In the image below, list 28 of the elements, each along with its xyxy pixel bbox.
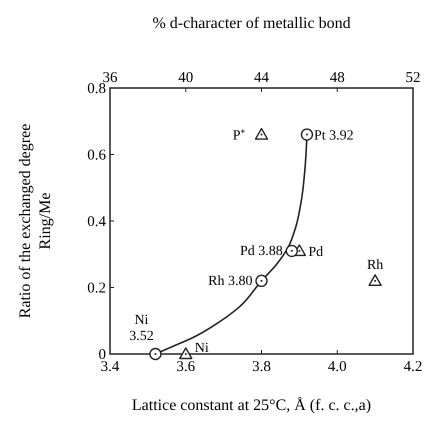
x-tick-label: 3.4 bbox=[100, 359, 120, 375]
x2-tick-label: 44 bbox=[254, 70, 270, 86]
point bbox=[255, 274, 268, 288]
point bbox=[286, 244, 298, 258]
y-tick-label: 0.4 bbox=[87, 214, 106, 230]
x-axis-title: Lattice constant at 25°C, Å (f. c. c.,a) bbox=[132, 396, 372, 414]
y-tick-label: 0.8 bbox=[87, 81, 106, 97]
x-tick-label: 3.8 bbox=[252, 359, 271, 375]
x2-tick-label: 48 bbox=[330, 70, 345, 86]
annotation: P⁺ bbox=[232, 128, 246, 144]
y-axis-title: Ratio of the exchanged degree Ring/Me bbox=[17, 124, 54, 318]
x-tick-label: 4.0 bbox=[328, 359, 347, 375]
y-tick-label: 0.6 bbox=[87, 148, 106, 164]
annotation: Pt 3.92 bbox=[314, 128, 354, 144]
annotation: Rh bbox=[366, 258, 384, 273]
point bbox=[300, 128, 314, 141]
x2-axis-title: % d-character of metallic bond bbox=[152, 15, 351, 32]
annotation: Ni 3.52 bbox=[129, 313, 154, 344]
x2-tick-label: 40 bbox=[178, 70, 194, 86]
point bbox=[149, 348, 162, 360]
y-tick-label: 0.2 bbox=[87, 280, 106, 296]
annotation: Pd bbox=[308, 244, 324, 260]
annotation: Pd 3.88 bbox=[240, 244, 283, 259]
annotation: Rh 3.80 bbox=[208, 274, 252, 289]
annotation: Ni bbox=[194, 341, 209, 356]
x-tick-label: 3.6 bbox=[176, 359, 196, 375]
x2-tick-label: 52 bbox=[406, 70, 420, 86]
x-tick-label: 4.2 bbox=[404, 359, 422, 375]
